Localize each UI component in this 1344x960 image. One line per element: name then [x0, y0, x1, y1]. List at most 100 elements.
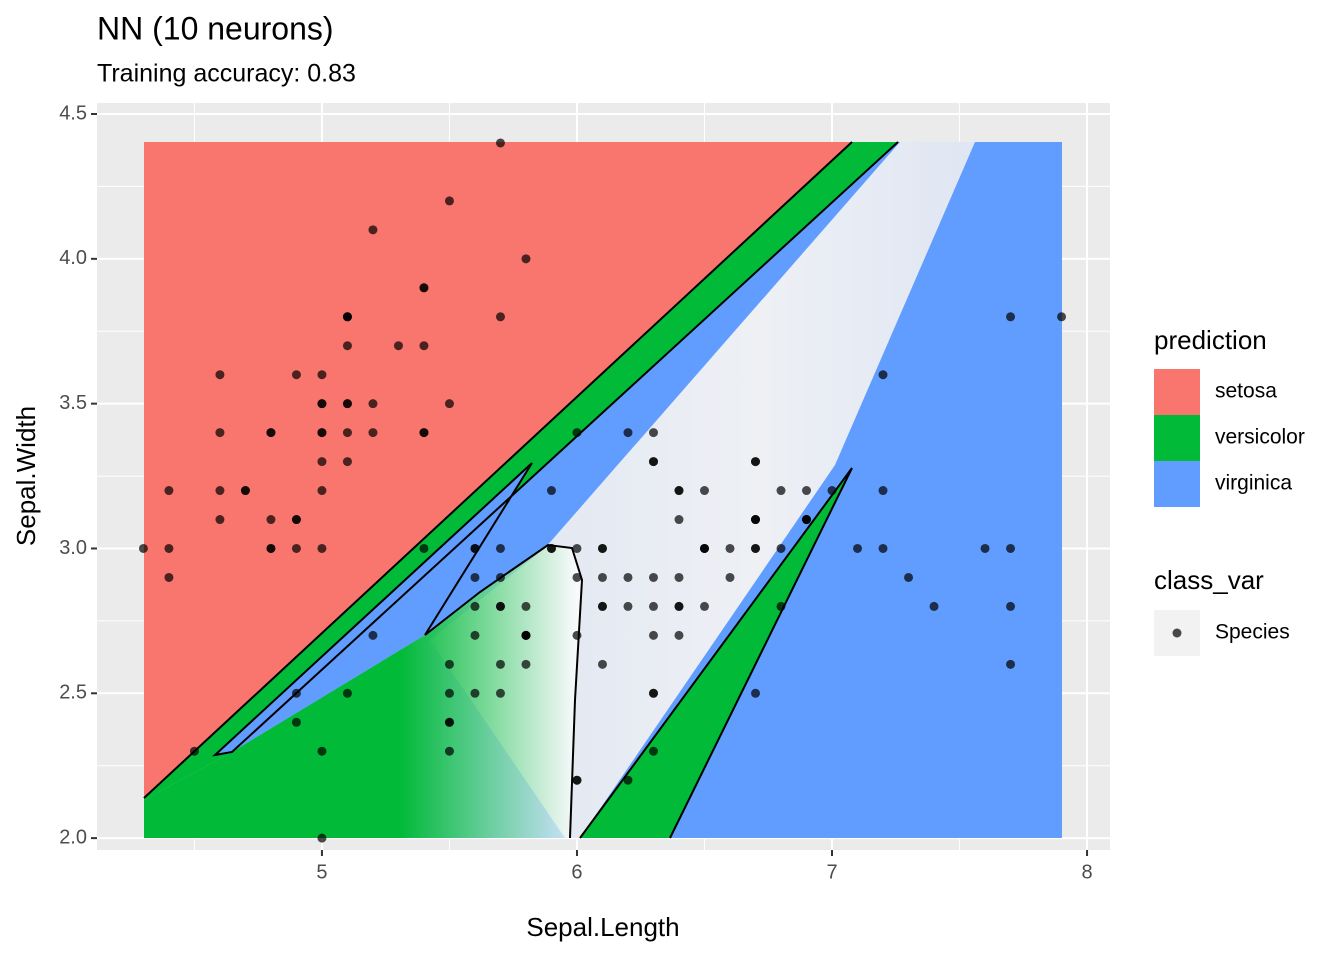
data-point: [368, 428, 378, 438]
boundary: [579, 467, 853, 839]
data-point: [904, 572, 914, 582]
data-point: [470, 543, 480, 553]
legend: prediction setosa versicolor virginica class…: [1154, 325, 1305, 656]
data-point: [470, 630, 480, 640]
data-point: [699, 601, 709, 611]
data-point: [521, 254, 531, 264]
legend-title: prediction: [1154, 325, 1267, 355]
data-point: [444, 746, 454, 756]
y-tick-label: 4.5: [59, 102, 87, 124]
data-point: [1006, 659, 1016, 669]
data-point: [597, 659, 607, 669]
data-point: [470, 688, 480, 698]
data-point: [470, 601, 480, 611]
data-point: [1057, 312, 1067, 322]
y-tick-label: 3.5: [59, 392, 87, 414]
data-point: [291, 688, 301, 698]
data-point: [266, 543, 276, 553]
data-point: [674, 515, 684, 525]
data-point: [495, 572, 505, 582]
data-point: [342, 457, 352, 467]
data-point: [623, 775, 633, 785]
y-tick-label: 2.5: [59, 682, 87, 704]
data-point: [368, 630, 378, 640]
data-point: [215, 515, 225, 525]
data-point: [648, 601, 658, 611]
data-point: [266, 428, 276, 438]
data-point: [878, 486, 888, 496]
data-point: [699, 543, 709, 553]
data-point: [240, 486, 250, 496]
data-point: [164, 543, 174, 553]
data-point: [725, 543, 735, 553]
legend-label: Species: [1215, 621, 1290, 644]
boundary: [211, 141, 899, 757]
x-axis-title: Sepal.Length: [526, 912, 679, 942]
legend-key: [1172, 628, 1182, 638]
data-point: [317, 370, 327, 380]
data-point: [853, 543, 863, 553]
data-point: [495, 659, 505, 669]
prediction-regions: [143, 141, 1062, 839]
data-point: [215, 370, 225, 380]
data-point: [444, 399, 454, 409]
data-point: [495, 601, 505, 611]
data-point: [980, 543, 990, 553]
data-point: [674, 630, 684, 640]
data-point: [368, 399, 378, 409]
data-point: [444, 196, 454, 206]
x-tick-label: 8: [1081, 861, 1092, 883]
data-point: [317, 833, 327, 843]
data-point: [317, 746, 327, 756]
data-point: [572, 428, 582, 438]
data-point: [776, 543, 786, 553]
data-point: [317, 399, 327, 409]
data-point: [648, 572, 658, 582]
data-point: [495, 138, 505, 148]
legend-label: versicolor: [1215, 426, 1305, 449]
data-point: [521, 601, 531, 611]
data-point: [572, 775, 582, 785]
data-point: [725, 572, 735, 582]
boundary: [143, 141, 853, 799]
data-point: [1006, 312, 1016, 322]
data-point: [470, 572, 480, 582]
data-point: [751, 543, 761, 553]
data-point: [291, 370, 301, 380]
data-point: [342, 312, 352, 322]
data-point: [648, 630, 658, 640]
data-point: [802, 515, 812, 525]
chart-title: NN (10 neurons): [97, 10, 334, 46]
data-point: [648, 428, 658, 438]
data-point: [189, 746, 199, 756]
data-point: [878, 370, 888, 380]
chart-subtitle: Training accuracy: 0.83: [97, 60, 356, 88]
data-point: [929, 601, 939, 611]
data-point: [444, 659, 454, 669]
legend-label: setosa: [1215, 380, 1277, 403]
region-versicolor-fade: [144, 545, 582, 838]
data-point: [419, 543, 429, 553]
axes: 5 6 7 8 2.0 2.5 3.0 3.5 4.0 4.5: [59, 102, 1092, 883]
data-point: [291, 543, 301, 553]
data-point: [572, 572, 582, 582]
legend-key: [1154, 415, 1200, 461]
data-point: [751, 457, 761, 467]
data-point: [546, 543, 556, 553]
data-point: [342, 688, 352, 698]
data-point: [546, 486, 556, 496]
x-tick-label: 5: [316, 861, 327, 883]
data-point: [751, 515, 761, 525]
data-point: [215, 486, 225, 496]
data-point: [444, 688, 454, 698]
data-point: [699, 486, 709, 496]
data-point: [751, 688, 761, 698]
x-tick-label: 7: [826, 861, 837, 883]
data-point: [597, 572, 607, 582]
data-point: [572, 543, 582, 553]
data-point: [342, 399, 352, 409]
data-point: [342, 428, 352, 438]
data-point: [648, 688, 658, 698]
data-point: [393, 341, 403, 351]
